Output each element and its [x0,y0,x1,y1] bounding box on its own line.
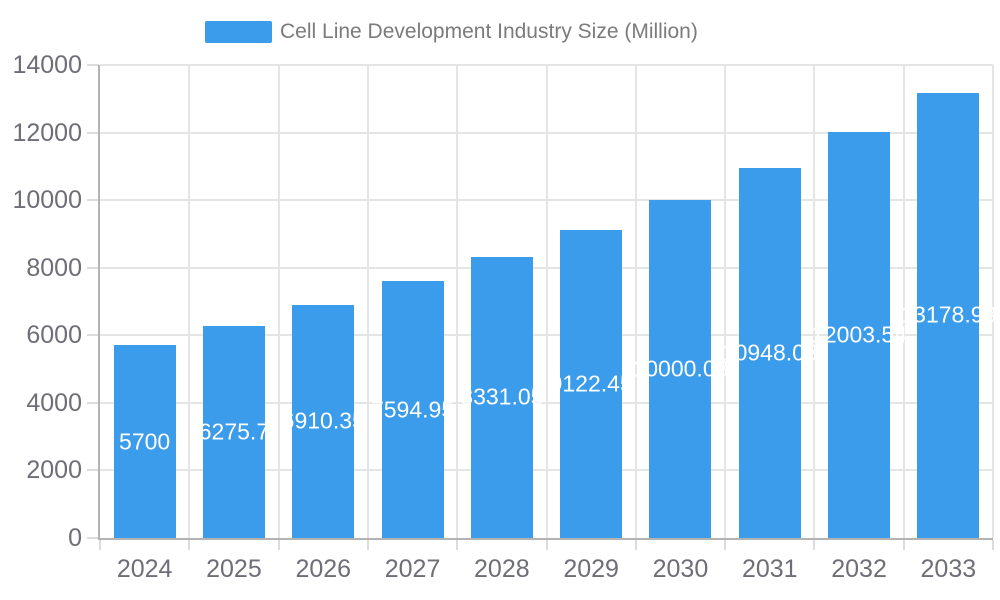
v-gridline [813,65,816,538]
bar[interactable] [828,132,891,538]
x-axis-label: 2029 [563,555,619,583]
v-gridline [366,65,369,538]
bar[interactable] [470,256,533,538]
y-tick [87,334,99,337]
bar-value-label: 8331.05 [460,383,544,410]
x-axis-label: 2031 [741,555,798,583]
bar-value-label: 6275.7 [198,418,270,445]
y-axis-label: 6000 [26,321,82,350]
v-gridline [992,65,994,538]
x-tick [366,540,369,550]
y-axis-label: 8000 [26,253,82,282]
y-tick [87,199,99,202]
x-axis-label: 2033 [920,555,977,583]
x-tick [813,540,816,550]
y-tick [87,401,99,404]
legend-label: Cell Line Development Industry Size (Mil… [280,20,698,43]
bar-value-label: 9122.45 [549,370,633,397]
y-tick [87,469,99,472]
bar-value-label: 13178.93 [900,301,997,328]
y-axis-label: 0 [68,524,82,552]
bar[interactable] [917,92,980,538]
bar-value-label: 12003.54 [811,321,908,348]
y-axis-label: 12000 [12,118,82,147]
v-gridline [456,65,459,538]
x-axis-label: 2028 [474,555,530,583]
x-tick [724,540,727,550]
bar[interactable] [738,168,801,538]
v-gridline [634,65,637,538]
y-axis-label: 4000 [26,388,82,417]
x-axis-label: 2032 [831,555,887,583]
y-tick [87,64,99,66]
x-axis-line [98,538,993,540]
bar-value-label: 10948.03 [721,339,818,366]
x-axis-label: 2025 [206,555,262,583]
bar-value-label: 10000.03 [632,355,729,382]
x-tick [188,540,191,550]
x-axis-label: 2027 [384,555,441,583]
y-axis-label: 10000 [12,186,82,215]
bar-value-label: 5700 [119,428,171,455]
legend-color-swatch [205,21,272,43]
y-axis-label: 2000 [26,456,82,485]
bar[interactable] [292,304,355,538]
y-axis-line [98,65,100,540]
x-tick [99,540,101,550]
bar[interactable] [560,229,623,538]
x-tick [992,540,994,550]
x-tick [902,540,905,550]
x-tick [277,540,280,550]
x-tick [634,540,637,550]
x-axis-label: 2026 [295,555,352,583]
bar-value-label: 6910.35 [281,407,365,434]
x-axis-label: 2030 [652,555,709,583]
y-tick [87,537,99,539]
y-tick [87,266,99,269]
v-gridline [902,65,905,538]
y-axis-label: 14000 [12,51,82,79]
bar[interactable] [649,200,712,538]
v-gridline [188,65,191,538]
legend-item[interactable]: Cell Line Development Industry Size (Mil… [205,19,698,45]
x-axis-label: 2024 [116,555,173,583]
x-tick [545,540,548,550]
x-tick [456,540,459,550]
bar-value-label: 7594.95 [370,396,455,423]
v-gridline [724,65,727,538]
bar[interactable] [113,345,176,538]
bar[interactable] [381,281,444,538]
bar[interactable] [202,325,265,538]
v-gridline [545,65,548,538]
v-gridline [277,65,280,538]
y-tick [87,131,99,134]
